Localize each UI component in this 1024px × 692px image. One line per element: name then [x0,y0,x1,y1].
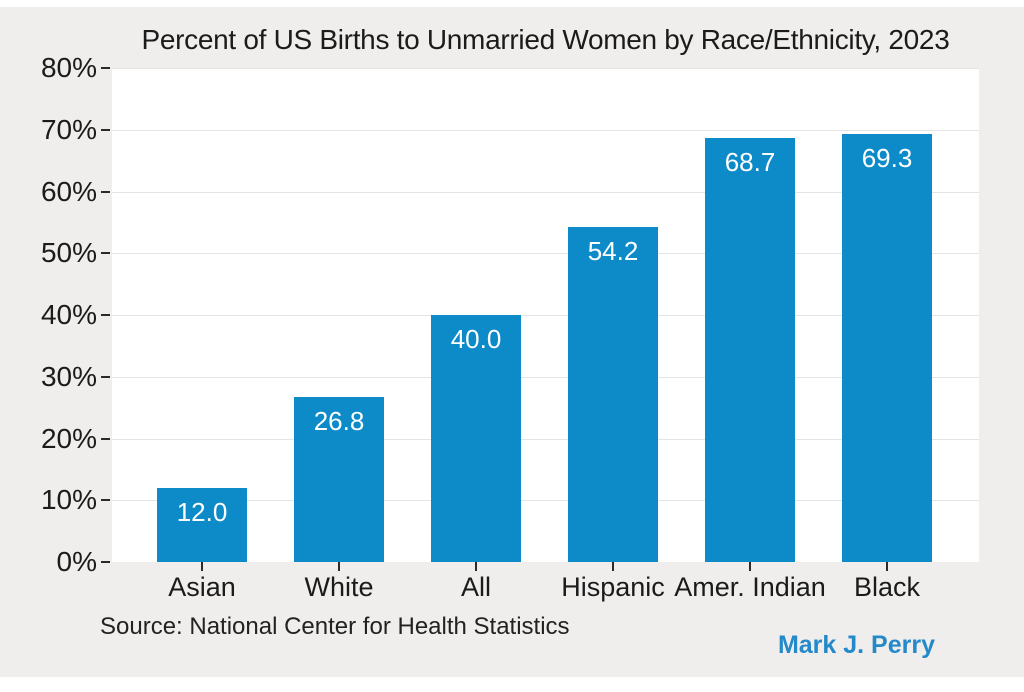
gridline [112,191,979,193]
x-axis-tick-mark [612,562,614,571]
y-axis-tick-label: 80% [40,52,97,83]
gridline [112,253,979,255]
gridline [112,500,979,502]
y-axis-tick-mark [101,314,110,316]
gridline [112,129,979,131]
gridline [112,315,979,316]
bar-value-label: 68.7 [724,146,776,177]
y-axis-tick-mark [101,67,110,69]
x-axis-category-label: White [304,572,374,602]
y-axis-tick-label: 60% [40,175,97,207]
x-axis-category-label: All [460,572,491,602]
bar-value-label: 12.0 [176,496,228,527]
gridline [112,438,979,440]
author-credit: Mark J. Perry [777,631,935,659]
source-note: Source: National Center for Health Stati… [100,613,570,640]
gridline [112,68,979,69]
y-axis-tick-mark [101,190,110,193]
x-axis-tick-mark [338,562,340,571]
chart-title: Percent of US Births to Unmarried Women … [141,24,950,55]
x-axis-category-label: Black [853,572,921,602]
bar: 12.0 [157,487,247,562]
y-axis-tick-mark [101,561,110,563]
x-axis-category-label: Asian [168,572,236,602]
y-axis-tick-mark [101,437,110,440]
bar: 26.8 [294,396,384,562]
bar: 68.7 [705,137,795,562]
plot-area: 12.0 26.8 40.0 54.2 68.7 69.3 [112,68,979,562]
x-axis-category-label: Amer. Indian [674,572,826,602]
bar-value-label: 54.2 [587,236,639,267]
gridline [112,376,979,378]
y-axis-tick-label: 20% [40,422,97,454]
x-axis-tick-mark [475,562,477,571]
y-axis-tick-label: 0% [56,546,97,577]
bar-value-label: 40.0 [450,324,502,354]
bar-value-label: 69.3 [861,143,913,174]
y-axis-tick-mark [101,375,110,378]
y-axis-tick-label: 50% [40,237,97,269]
y-axis-tick-mark [101,499,110,502]
bar-value-label: 26.8 [313,405,365,436]
y-axis-tick-mark [101,252,110,255]
y-axis-tick-label: 30% [40,360,97,392]
bar: 54.2 [568,227,658,562]
x-axis-tick-mark [749,562,751,571]
bar: 40.0 [431,315,521,562]
bar: 69.3 [842,134,932,562]
x-axis-tick-mark [201,562,203,571]
x-axis-category-label: Hispanic [561,572,665,602]
y-axis-tick-label: 70% [40,113,97,145]
y-axis-tick-label: 10% [40,484,97,516]
y-axis-tick-label: 40% [40,299,97,330]
y-axis-tick-mark [101,128,110,131]
x-axis-tick-mark [886,562,888,571]
